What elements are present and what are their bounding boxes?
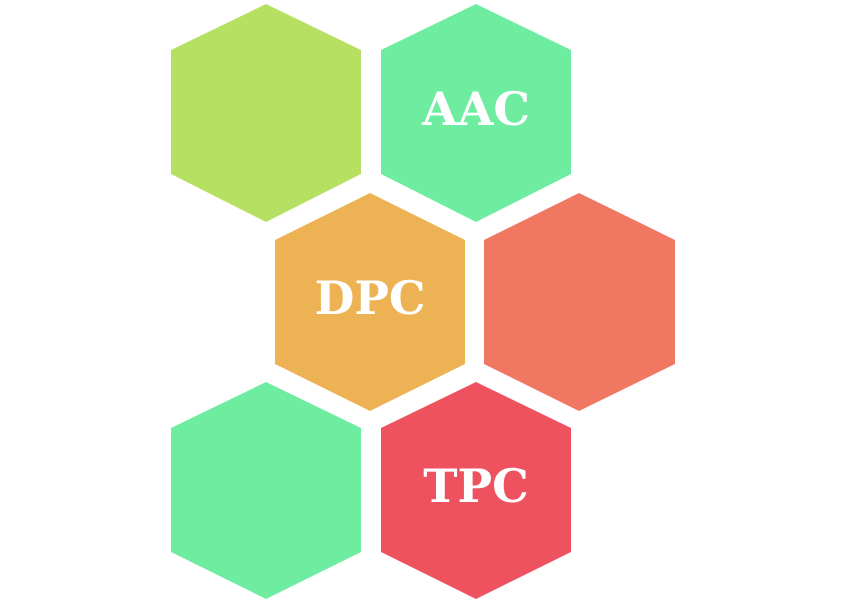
hex-middle-left-shape — [275, 193, 465, 411]
hex-bottom-left — [171, 382, 361, 599]
hex-middle-right-shape — [484, 193, 675, 411]
hex-top-left — [171, 4, 361, 222]
hex-label-aac: AAC — [421, 82, 530, 136]
hex-top-right: AAC — [381, 4, 571, 222]
hex-middle-left: DPC — [275, 193, 465, 411]
hex-label-tpc: TPC — [423, 459, 528, 513]
hex-bottom-right: TPC — [381, 382, 571, 599]
hex-top-right-shape — [381, 4, 571, 222]
hex-label-dpc: DPC — [314, 271, 425, 325]
hex-top-left-shape — [171, 4, 361, 222]
hex-middle-right — [484, 193, 675, 411]
hex-bottom-left-shape — [171, 382, 361, 599]
hex-bottom-right-shape — [381, 382, 571, 599]
